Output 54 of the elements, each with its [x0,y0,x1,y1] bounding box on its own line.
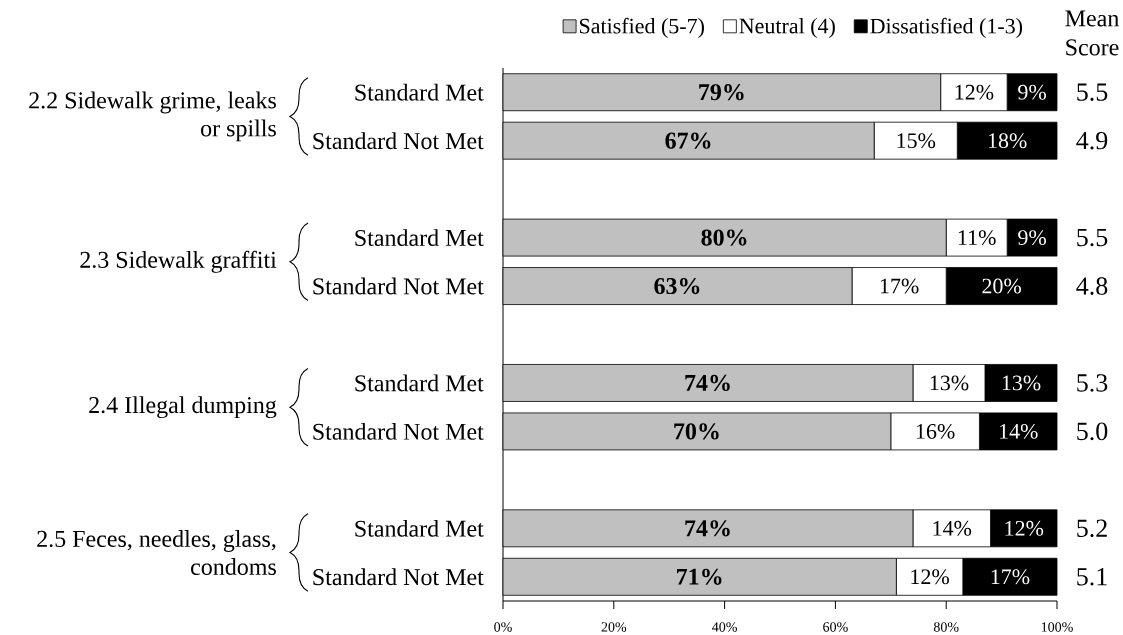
text: 5.1 [1077,568,1107,586]
x-tick-label: 80% [933,622,959,632]
y-tick-label: Standard Not Met [313,277,484,295]
text: 2.3 Sidewalk graffiti [80,250,277,273]
y-tick-label: Standard Met [355,374,484,392]
text: Mean Score [1065,10,1119,56]
data-label: 13% [1002,375,1041,391]
legend-label: Satisfied (5-7) [579,17,704,39]
data-label: 70% [674,423,719,440]
x-tick-label: 40% [712,622,737,632]
data-label: 74% [685,374,730,392]
data-label: 14% [1000,423,1038,439]
data-label: 9% [1018,230,1046,246]
y-tick-label: Standard Not Met [313,132,484,150]
data-label: 18% [988,133,1027,149]
x-tick-label: 0% [494,622,512,632]
x-tick-label: 20% [601,622,627,632]
x-tick-label: 60% [823,622,848,632]
data-label: 80% [701,229,747,246]
data-label: 17% [991,569,1030,585]
data-label: 13% [930,375,969,391]
data-label: 9% [1018,84,1046,100]
data-label: 11% [958,230,996,246]
x-tick-label: 100% [1041,622,1073,632]
data-label: 12% [911,569,950,585]
text: 5.5 [1077,83,1108,101]
text: 5.3 [1077,374,1108,392]
data-label: 12% [955,84,994,100]
data-label: 79% [699,84,744,101]
y-tick-label: Standard Met [355,519,484,537]
text: 2.5 Feces, needles, glass, condoms [37,530,276,575]
data-label: 20% [982,278,1022,294]
data-label: 15% [897,133,936,149]
text: 2.2 Sidewalk grime, leaks or spills [29,91,276,142]
text: 5.0 [1077,422,1108,441]
data-label: 71% [677,568,722,585]
legend-label: Neutral (4) [739,17,835,38]
y-tick-label: Standard Not Met [313,422,484,440]
y-tick-label: Standard Not Met [313,568,484,586]
data-label: 67% [665,132,711,149]
data-label: 16% [916,423,955,439]
data-label: 14% [933,520,972,536]
text: 5.2 [1077,519,1107,538]
legend-label: Dissatisfied (1-3) [870,17,1023,39]
y-tick-label: Standard Met [355,83,484,101]
text: 4.9 [1076,131,1108,150]
data-label: 74% [685,520,730,537]
text: 4.8 [1076,277,1108,295]
text: 5.5 [1077,228,1108,247]
data-label: 17% [880,278,919,294]
data-label: 63% [654,277,700,295]
data-label: 12% [1005,520,1044,536]
y-tick-label: Standard Met [355,229,484,247]
text: 2.4 Illegal dumping [89,396,277,419]
